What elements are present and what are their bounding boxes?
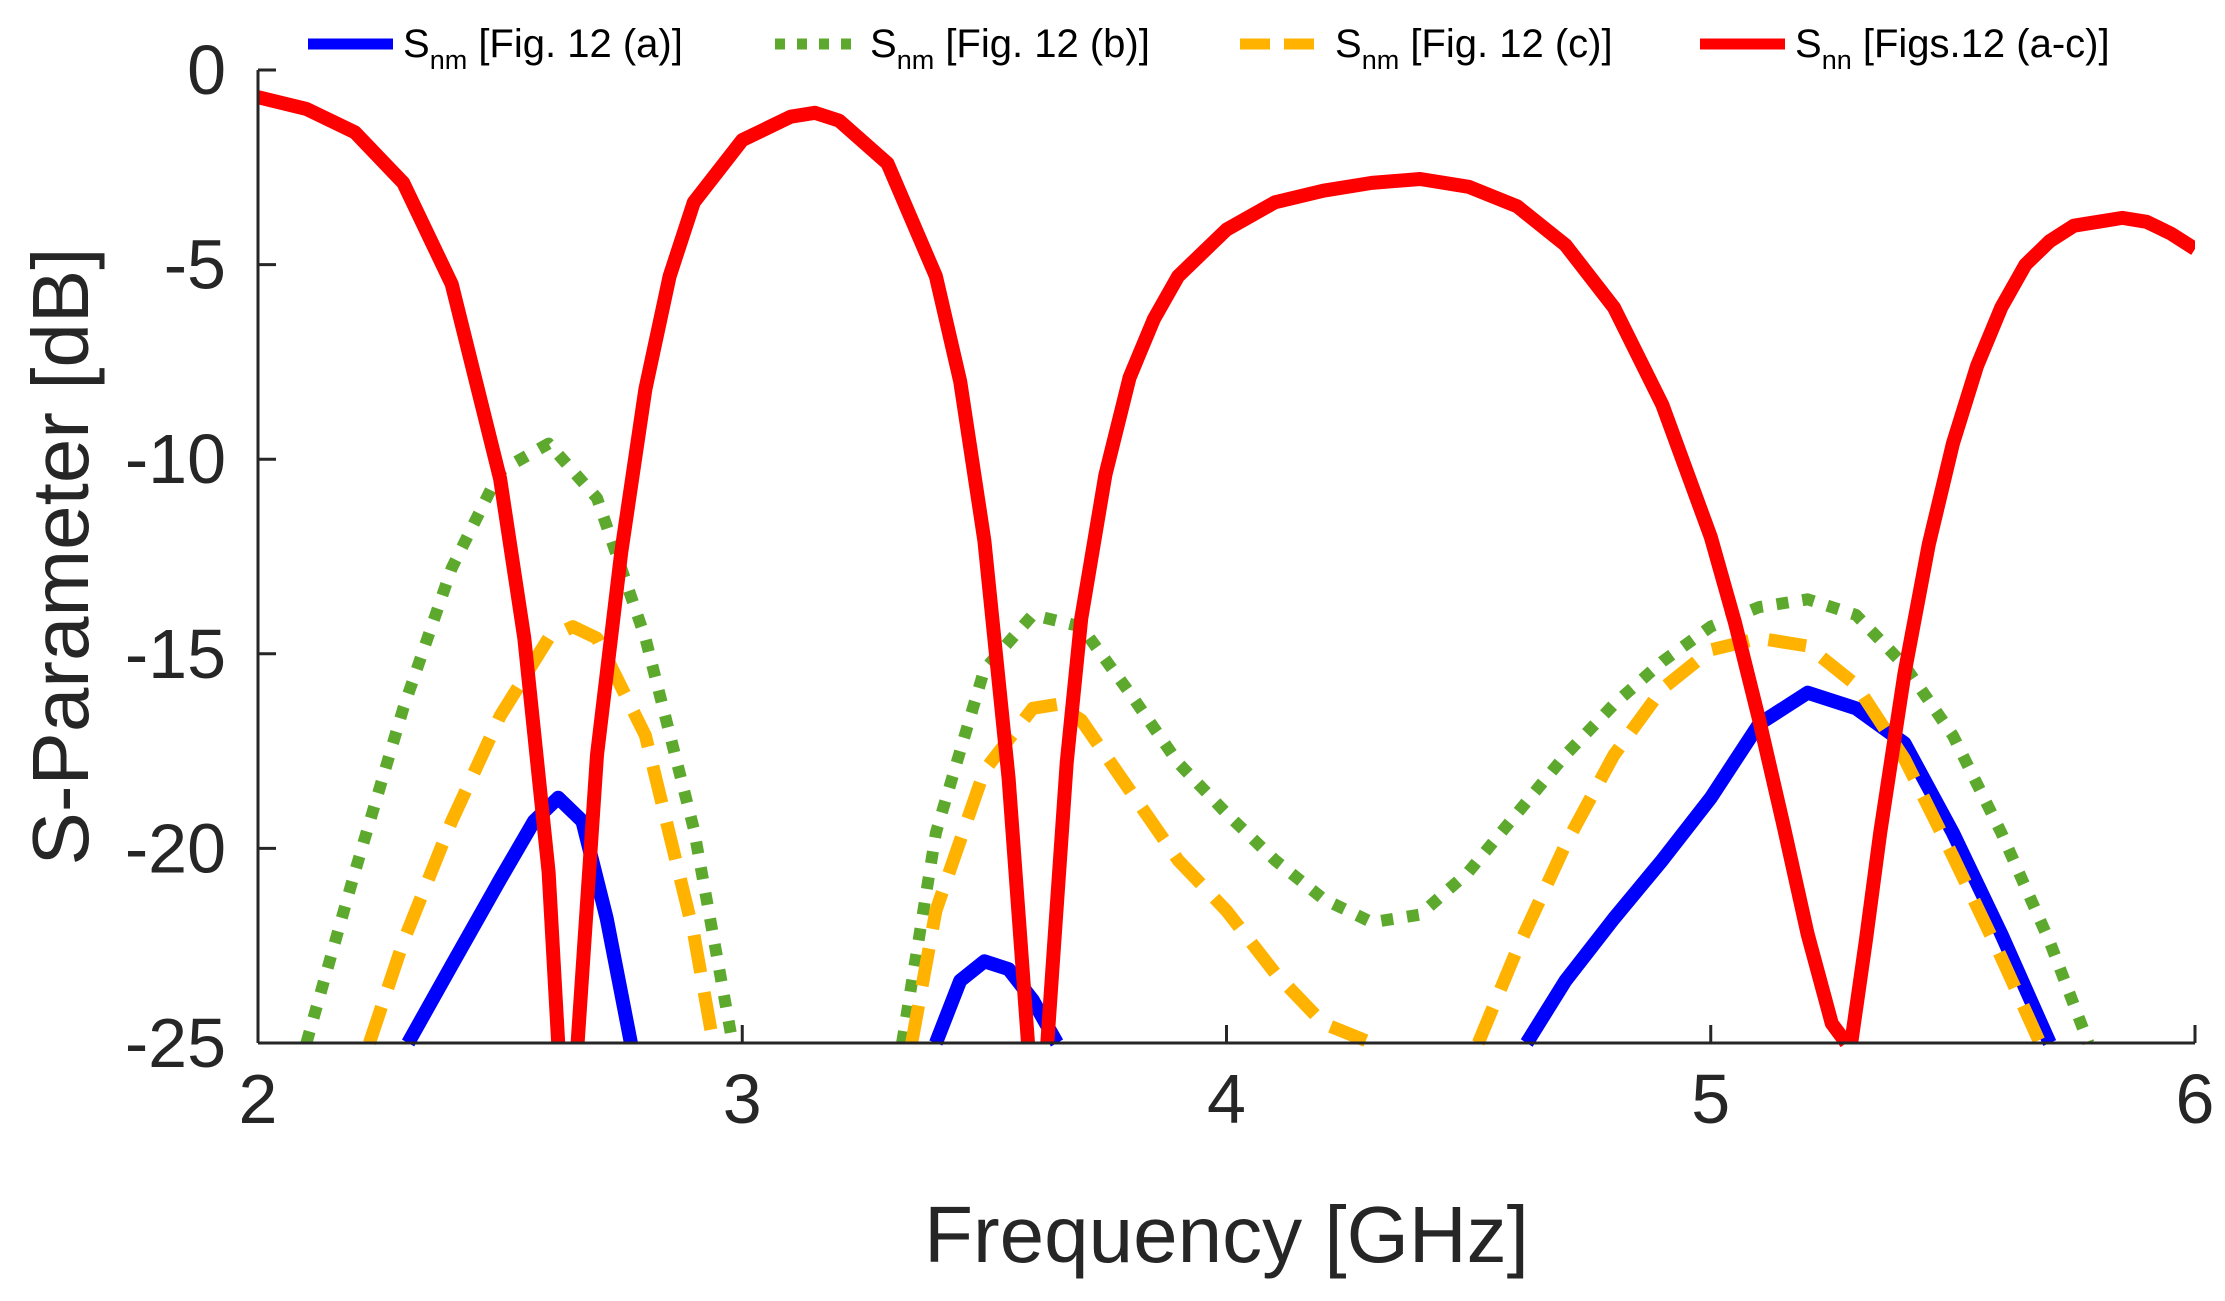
- y-tick-label: -25: [125, 1004, 226, 1082]
- legend-label-sub: nm: [430, 45, 468, 75]
- series-4: [258, 90, 2195, 1048]
- axes: 2 3 4 5 6 0 -5 -10 -15 -20 -25: [125, 31, 2215, 1138]
- legend-label: Snm [Fig. 12 (c)]: [1335, 22, 1613, 75]
- series-4-line-4: [1844, 210, 2195, 1044]
- legend-label-main: S: [1795, 22, 1822, 66]
- series-1: [401, 685, 2057, 1047]
- plot-area: 2 3 4 5 6 0 -5 -10 -15 -20 -25: [125, 31, 2215, 1138]
- legend-label-sub: nm: [1362, 45, 1400, 75]
- series-3: [363, 620, 2046, 1049]
- legend-label-rest: [Fig. 12 (b)]: [934, 22, 1150, 66]
- series-1-line-2: [929, 954, 1064, 1047]
- y-tick-label: -15: [125, 615, 226, 693]
- series-4-line-3: [1040, 172, 1852, 1048]
- legend-label-main: S: [403, 22, 430, 66]
- y-tick-label: -20: [125, 809, 226, 887]
- legend-label-sub: nm: [897, 45, 935, 75]
- series-3-line-3: [1472, 631, 2046, 1046]
- x-tick-label: 3: [723, 1060, 762, 1138]
- y-tick-label: -10: [125, 420, 226, 498]
- x-tick-label: 5: [1691, 1060, 1730, 1138]
- legend-label-sub: nn: [1822, 45, 1852, 75]
- series-4-line-2: [570, 105, 1035, 1044]
- legend-label: Snm [Fig. 12 (a)]: [403, 22, 683, 75]
- series-group: [258, 90, 2195, 1049]
- series-1-line-3: [1520, 685, 2057, 1047]
- series-2: [300, 437, 2095, 1046]
- series-3-line-2: [905, 697, 1375, 1049]
- legend-label-main: S: [870, 22, 897, 66]
- legend-entry-2: Snm [Fig. 12 (b)]: [775, 22, 1150, 75]
- legend-label-main: S: [1335, 22, 1362, 66]
- legend-label-rest: [Figs.12 (a-c)]: [1852, 22, 2110, 66]
- legend-label-rest: [Fig. 12 (c)]: [1399, 22, 1612, 66]
- legend-entry-3: Snm [Fig. 12 (c)]: [1240, 22, 1613, 75]
- y-tick-label: 0: [187, 31, 226, 109]
- series-3-line-1: [363, 620, 720, 1046]
- legend-entry-4: Snn [Figs.12 (a-c)]: [1700, 22, 2110, 75]
- series-2-line-2: [896, 593, 2095, 1046]
- legend-label: Snm [Fig. 12 (b)]: [870, 22, 1150, 75]
- y-tick-label: -5: [164, 226, 226, 304]
- series-2-line-1: [300, 437, 739, 1045]
- y-axis-label: S-Parameter [dB]: [16, 247, 105, 865]
- legend-entry-1: Snm [Fig. 12 (a)]: [308, 22, 683, 75]
- series-4-line-1: [258, 90, 566, 1044]
- x-tick-label: 2: [239, 1060, 278, 1138]
- legend-label-rest: [Fig. 12 (a)]: [467, 22, 683, 66]
- x-axis-label: Frequency [GHz]: [924, 1190, 1529, 1279]
- x-tick-label: 6: [2176, 1060, 2215, 1138]
- x-tick-label: 4: [1207, 1060, 1246, 1138]
- legend-label: Snn [Figs.12 (a-c)]: [1795, 22, 2110, 75]
- legend: Snm [Fig. 12 (a)] Snm [Fig. 12 (b)] Snm [F…: [308, 22, 2110, 75]
